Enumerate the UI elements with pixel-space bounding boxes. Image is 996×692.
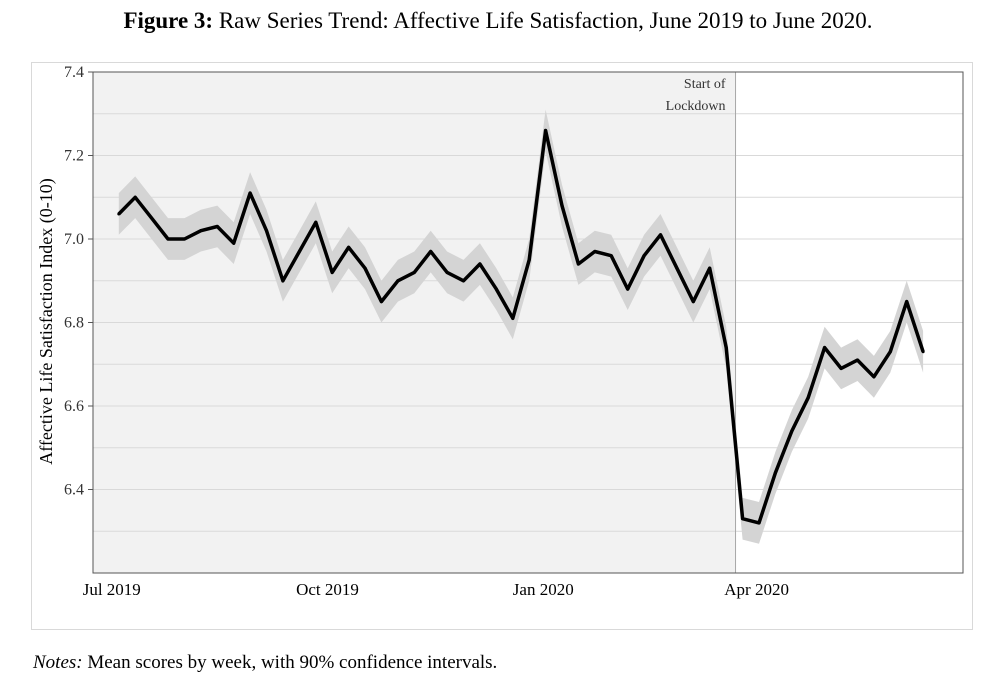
data-point xyxy=(248,191,252,195)
data-point xyxy=(412,270,416,274)
data-point xyxy=(462,279,466,283)
data-point xyxy=(642,254,646,258)
data-point xyxy=(150,216,154,220)
data-point xyxy=(511,316,515,320)
y-tick-label: 7.0 xyxy=(64,231,84,248)
notes-text: Mean scores by week, with 90% confidence… xyxy=(87,652,498,673)
data-point xyxy=(281,279,285,283)
data-point xyxy=(905,300,909,304)
data-point xyxy=(806,396,810,400)
figure-title: Figure 3: Raw Series Trend: Affective Li… xyxy=(0,8,996,34)
data-point xyxy=(363,266,367,270)
data-point xyxy=(445,270,449,274)
y-tick-label: 7.2 xyxy=(64,148,84,165)
confidence-band xyxy=(118,109,924,544)
data-point xyxy=(297,250,301,254)
data-point xyxy=(379,300,383,304)
y-tick-label: 7.4 xyxy=(64,64,84,81)
x-tick-label: Jul 2019 xyxy=(83,580,141,599)
data-point xyxy=(199,229,203,233)
lockdown-annotation-line: Lockdown xyxy=(666,99,726,114)
lockdown-annotation-line: Start of xyxy=(684,77,726,92)
data-point xyxy=(117,212,121,216)
data-point xyxy=(182,237,186,241)
data-point xyxy=(888,350,892,354)
data-point xyxy=(544,128,548,132)
data-point xyxy=(429,250,433,254)
data-point xyxy=(626,287,630,291)
data-point xyxy=(921,350,925,354)
x-tick-label: Apr 2020 xyxy=(724,580,789,599)
data-point xyxy=(232,241,236,245)
figure-title-text: Raw Series Trend: Affective Life Satisfa… xyxy=(218,8,873,33)
data-point xyxy=(609,254,613,258)
data-point xyxy=(560,204,564,208)
data-point xyxy=(593,250,597,254)
data-point xyxy=(265,229,269,233)
data-point xyxy=(396,279,400,283)
data-point xyxy=(166,237,170,241)
data-point xyxy=(494,287,498,291)
data-point xyxy=(823,346,827,350)
weekly-mean-line xyxy=(117,128,925,525)
data-point xyxy=(872,375,876,379)
data-point xyxy=(478,262,482,266)
data-point xyxy=(133,195,137,199)
data-point xyxy=(724,346,728,350)
x-tick-label: Oct 2019 xyxy=(296,580,359,599)
x-tick-label: Jan 2020 xyxy=(513,580,574,599)
data-point xyxy=(855,358,859,362)
figure-label: Figure 3: xyxy=(123,8,214,33)
data-point xyxy=(741,517,745,521)
data-point xyxy=(314,220,318,224)
y-tick-label: 6.6 xyxy=(64,398,84,415)
data-point xyxy=(347,245,351,249)
y-tick-label: 6.4 xyxy=(64,482,84,499)
data-point xyxy=(330,270,334,274)
y-tick-label: 6.8 xyxy=(64,315,84,332)
data-point xyxy=(773,471,777,475)
data-point xyxy=(691,300,695,304)
data-point xyxy=(576,262,580,266)
y-axis-title: Affective Life Satisfaction Index (0-10) xyxy=(36,178,57,465)
data-point xyxy=(215,224,219,228)
data-point xyxy=(790,429,794,433)
notes-label: Notes: xyxy=(33,652,83,673)
data-point xyxy=(708,266,712,270)
data-point xyxy=(675,266,679,270)
data-point xyxy=(839,366,843,370)
data-point xyxy=(658,233,662,237)
figure-notes: Notes: Mean scores by week, with 90% con… xyxy=(33,652,497,674)
data-point xyxy=(757,521,761,525)
data-point xyxy=(527,258,531,262)
